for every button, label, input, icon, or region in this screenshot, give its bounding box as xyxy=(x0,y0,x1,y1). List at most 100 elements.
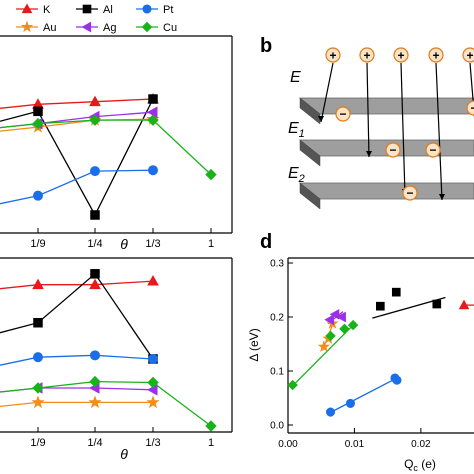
legend-label-cu: Cu xyxy=(163,22,177,34)
negative-charge-sign: − xyxy=(389,143,396,157)
a-point-pt xyxy=(33,190,43,201)
field-arrowhead xyxy=(366,151,372,157)
a-point-cu xyxy=(89,114,101,126)
layer-plane-edge-1 xyxy=(299,97,321,125)
layer-plane-3 xyxy=(298,182,474,200)
legend-label-al: Al xyxy=(103,4,113,16)
c-point-pt xyxy=(148,353,158,364)
panel-d-point-al xyxy=(376,301,385,311)
negative-charge xyxy=(385,142,401,158)
panel-d-y-tick-label: 0.3 xyxy=(270,259,284,270)
panel-d-point-cu xyxy=(287,379,298,391)
panel-c-series-markers xyxy=(31,269,217,432)
c-point-k xyxy=(32,278,44,290)
panel-d-point-ag xyxy=(324,314,334,326)
c-point-pt xyxy=(90,350,100,361)
c-point-au xyxy=(146,395,160,409)
layer-plane-1 xyxy=(298,97,474,115)
a-point-pt xyxy=(90,166,100,177)
negative-charge xyxy=(335,106,351,122)
positive-charge-sign: + xyxy=(432,49,439,63)
c-point-al xyxy=(33,317,43,328)
a-line-al xyxy=(0,98,154,217)
panel-c-x-axis-label: θ xyxy=(120,446,128,462)
a-x-tick-label: 1 xyxy=(208,238,214,250)
panel-d-point-al xyxy=(391,287,401,297)
a-line-pt xyxy=(0,169,154,205)
a-point-al xyxy=(33,106,43,117)
c-point-au xyxy=(31,395,45,409)
panel-d-points xyxy=(287,287,470,417)
a-point-pt xyxy=(148,165,158,176)
negative-charge-sign: − xyxy=(339,107,346,121)
panel-d-label: d xyxy=(260,231,272,253)
panel-d-point-pt xyxy=(345,398,355,408)
c-point-au xyxy=(88,395,102,409)
negative-charge-sign: − xyxy=(406,186,413,200)
a-line-k xyxy=(0,98,154,109)
a-x-tick-label: 1/9 xyxy=(30,238,45,250)
positive-charge xyxy=(325,47,341,63)
panel-d-x-tick-label: 0.01 xyxy=(345,439,365,450)
panel-d-point-k xyxy=(458,299,470,310)
panel-d-point-pt xyxy=(392,375,402,385)
positive-charge xyxy=(428,47,444,63)
a-point-al xyxy=(90,210,100,220)
field-arrowhead xyxy=(318,116,324,122)
c-line-pt xyxy=(0,354,154,366)
a-point-k xyxy=(89,95,101,107)
legend-marker-cu xyxy=(141,21,153,33)
panel-b-schematic: b + + + + + − − − − − E E1 E2 xyxy=(260,35,474,210)
field-arrow xyxy=(366,62,370,158)
panel-d-point-pt xyxy=(325,407,336,417)
negative-charge-sign: − xyxy=(429,143,436,157)
panel-a-series-markers xyxy=(31,92,217,220)
panel-d-x-tick-label: 0.00 xyxy=(278,439,298,450)
c-point-cu xyxy=(32,382,44,394)
field-arrow xyxy=(469,62,474,119)
a-point-al xyxy=(148,94,158,104)
panel-b-label: b xyxy=(260,35,272,57)
legend-marker-pt xyxy=(142,4,152,14)
a-point-ag xyxy=(146,106,158,119)
legend-marker-k xyxy=(21,3,33,14)
panel-d-fit-pt xyxy=(328,376,400,414)
c-x-tick-label: 1/3 xyxy=(145,437,160,449)
panel-a-line-chart: K Al Pt Au Ag Cu 1/9 1/4 1/3 1 θ xyxy=(0,3,233,252)
field-arrowhead xyxy=(439,194,445,200)
field-label-e: E xyxy=(290,69,301,86)
positive-charge-sign: + xyxy=(466,49,473,63)
c-point-cu xyxy=(147,376,159,389)
c-point-pt xyxy=(33,352,43,363)
field-arrows: + + + + + − − − − − xyxy=(318,47,474,201)
a-x-tick-label: 1/4 xyxy=(87,238,102,250)
positive-charge-sign: + xyxy=(397,49,404,63)
layer-plane-edge-2 xyxy=(299,139,321,167)
panel-c-series-lines xyxy=(0,272,212,427)
panel-d-x-tick-label: 0.02 xyxy=(411,439,431,450)
panel-d-y-tick-label: 0.1 xyxy=(270,367,284,378)
c-point-cu xyxy=(205,420,217,432)
layer-label-e1: E1 xyxy=(288,120,305,140)
negative-charge xyxy=(425,142,441,158)
negative-charge xyxy=(402,185,418,201)
legend-marker-au xyxy=(20,20,34,33)
panel-d-scatter-chart: d 0.00 0.01 0.02 0.0 0.1 0.2 0.3 Δ (eV) Qc (e) xyxy=(247,231,474,473)
panel-d-y-axis-label: Δ (eV) xyxy=(247,328,261,361)
legend-label-k: K xyxy=(43,4,51,16)
layer-label-e2: E2 xyxy=(288,165,305,185)
panel-a-x-ticks: 1/9 1/4 1/3 1 xyxy=(30,228,214,250)
a-point-cu xyxy=(32,117,44,130)
c-point-k xyxy=(147,275,159,286)
legend-marker-al xyxy=(82,4,92,14)
c-point-cu xyxy=(89,375,101,388)
field-arrow xyxy=(400,62,406,196)
positive-charge xyxy=(359,47,375,63)
panel-d-point-cu xyxy=(347,319,359,331)
c-line-k xyxy=(0,280,154,290)
c-x-tick-label: 1/9 xyxy=(30,437,45,449)
panel-c-line-chart: 1/9 1/4 1/3 1 θ xyxy=(0,257,233,462)
layer-plane-edge-3 xyxy=(299,182,321,210)
a-x-tick-label: 1/3 xyxy=(145,238,160,250)
